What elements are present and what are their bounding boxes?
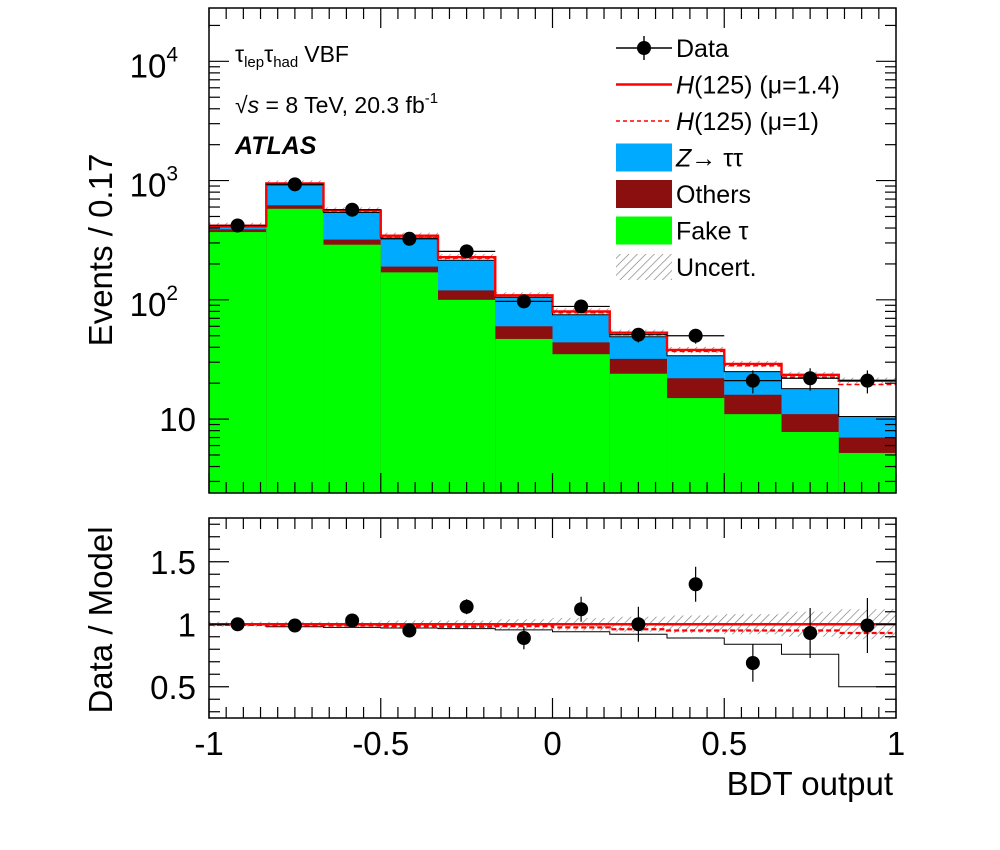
channel-tau-2: τ [264, 41, 273, 67]
legend-data-marker [637, 41, 651, 55]
ratio-h1-line [209, 623, 896, 635]
data-point [402, 231, 417, 246]
fake-tau-bar [438, 299, 496, 493]
ratio-point [860, 618, 875, 633]
channel-label: τlepτhad VBF [235, 41, 349, 71]
ratio-point [631, 617, 646, 632]
energy-label: √s = 8 TeV, 20.3 fb-1 [235, 90, 438, 118]
data-point [345, 202, 360, 217]
legend-label-h1: H(125) (μ=1) [676, 108, 819, 136]
legend-ztt-swatch [616, 143, 672, 172]
ratio-y-tick-label: 1.5 [150, 544, 196, 581]
x-tick-label: 1 [887, 725, 905, 762]
atlas-label: ATLAS [234, 132, 317, 160]
y-tick-label: 102 [130, 282, 178, 323]
ratio-point [688, 577, 703, 592]
fake-tau-bar [323, 244, 381, 493]
x-tick-label: 0.5 [701, 725, 747, 762]
data-point [459, 244, 474, 259]
x-axis-title: BDT output [727, 765, 893, 802]
ratio-point [516, 631, 531, 645]
ratio-point [230, 617, 245, 632]
fake-tau-bar [838, 452, 896, 493]
channel-suffix: VBF [304, 41, 349, 67]
ratio-point [803, 626, 818, 640]
legend-text: Uncert. [676, 254, 757, 282]
legend-label-others: Others [676, 181, 751, 209]
legend-label-ztt: Z→ ττ [675, 145, 743, 173]
energy-s: s [248, 92, 260, 118]
ratio-y-tick-label: 0.5 [150, 669, 196, 706]
fake-tau-bar [552, 354, 610, 493]
legend-label-uncert: Uncert. [676, 254, 757, 282]
x-tick-label: 0 [543, 725, 561, 762]
x-tick-label: -1 [194, 725, 223, 762]
data-point [516, 294, 531, 309]
data-point [745, 373, 760, 388]
data-point [574, 299, 589, 314]
y-tick-label: 10 [159, 401, 196, 438]
legend-label-fake: Fake τ [676, 218, 749, 246]
legend-others-swatch [616, 180, 672, 208]
ratio-point [459, 599, 474, 614]
ratio-y-tick-label: 1 [178, 606, 196, 643]
legend-uncert-swatch [616, 254, 672, 280]
fake-tau-bar [266, 208, 324, 493]
main-axes: 10 102 103 104 [130, 7, 897, 494]
legend-italic: H [676, 108, 695, 136]
legend-text: Fake τ [676, 218, 749, 246]
energy-root: √ [235, 92, 248, 118]
ratio-bkg-only-line [209, 623, 896, 688]
legend-text: Data [676, 35, 729, 63]
legend-label-h14: H(125) (μ=1.4) [676, 72, 840, 100]
fake-tau-bar [495, 338, 553, 493]
fake-tau-bar [724, 414, 782, 493]
legend-text: → ττ [691, 145, 743, 173]
channel-tau-1: τ [235, 41, 244, 67]
legend-text: (125) (μ=1) [694, 108, 819, 136]
data-point [860, 373, 875, 388]
legend-italic: Z [675, 145, 692, 173]
y-tick-label: 104 [130, 43, 179, 84]
legend-text: Others [676, 181, 751, 209]
channel-sub-2: had [273, 54, 298, 71]
fake-tau-bar [609, 373, 667, 493]
energy-sup: -1 [425, 90, 438, 107]
ratio-point [287, 618, 302, 633]
energy-rest: = 8 TeV, 20.3 fb [259, 92, 425, 118]
ratio-y-axis-title: Data / Model [82, 526, 119, 713]
ratio-plot [209, 566, 896, 688]
x-tick-label: -0.5 [352, 725, 409, 762]
legend-label-data: Data [676, 35, 729, 63]
legend-italic: H [676, 72, 695, 100]
ratio-axes: 0.5 1 1.5 -1 -0.5 0 0.5 1 [150, 517, 905, 762]
data-point [287, 177, 302, 192]
channel-sub-1: lep [244, 54, 264, 71]
data-point [688, 328, 703, 343]
data-point [230, 218, 245, 233]
data-point [631, 327, 646, 342]
y-tick-label: 103 [130, 163, 178, 204]
data-point [803, 371, 818, 386]
h125-mu14-line [209, 182, 896, 382]
y-axis-title: Events / 0.17 [82, 154, 119, 347]
ratio-point [345, 613, 360, 628]
fake-tau-bar [666, 398, 725, 493]
legend-text: (125) (μ=1.4) [694, 72, 840, 100]
fake-tau-bar [380, 272, 439, 493]
legend-fake-swatch [616, 216, 672, 245]
ratio-point [574, 602, 589, 617]
ratio-point [745, 656, 760, 670]
ratio-point [402, 623, 417, 638]
main-plot [209, 177, 896, 493]
